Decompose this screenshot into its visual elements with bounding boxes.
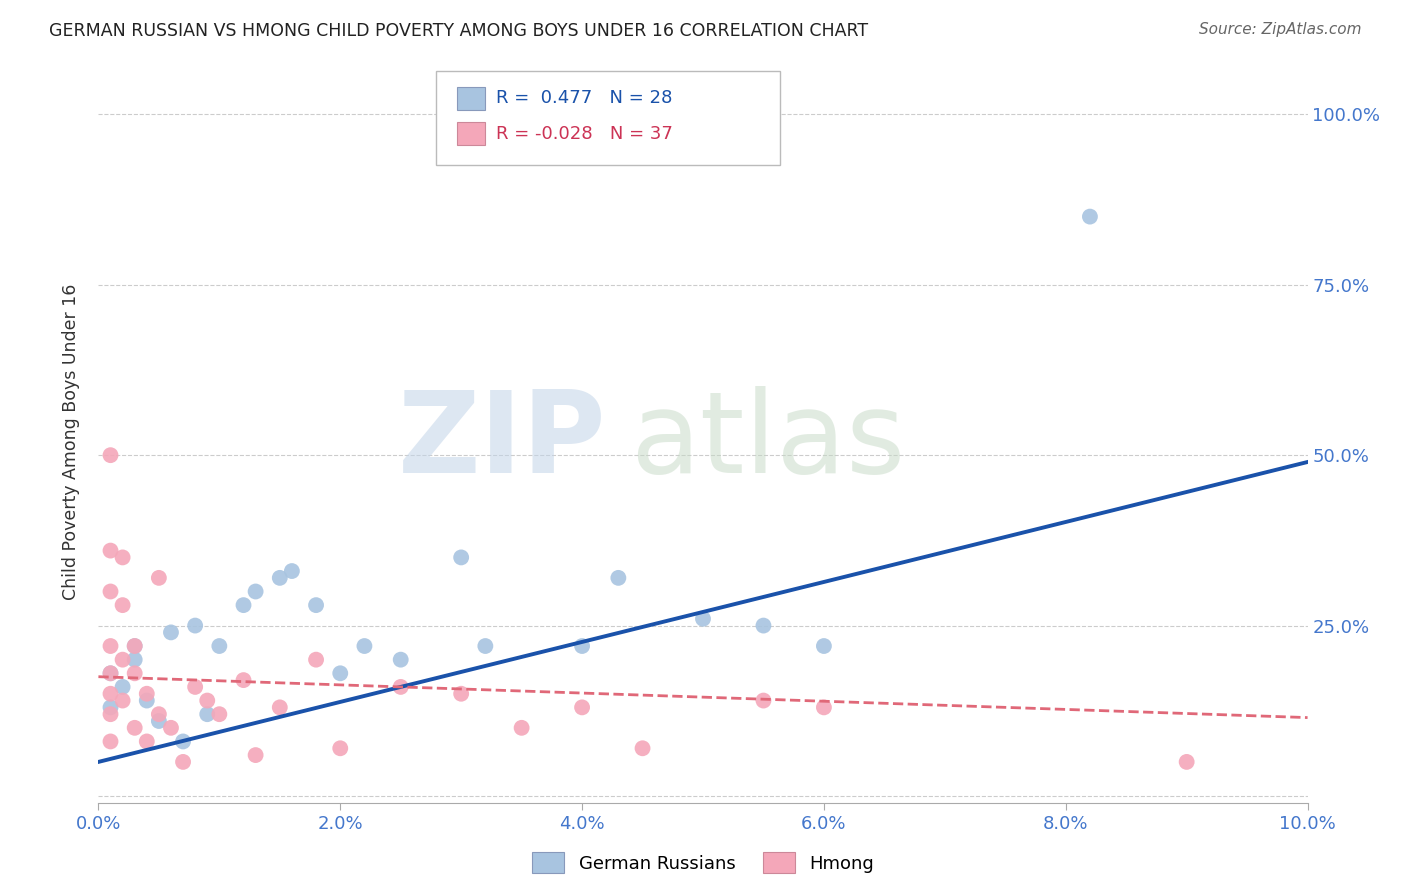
Point — [195, 707, 218, 722]
Point — [184, 680, 207, 694]
Text: atlas: atlas — [630, 386, 905, 497]
Point — [124, 639, 146, 653]
Text: Source: ZipAtlas.com: Source: ZipAtlas.com — [1198, 22, 1361, 37]
Point — [281, 564, 304, 578]
Text: R = -0.028   N = 37: R = -0.028 N = 37 — [496, 125, 673, 143]
Point — [124, 721, 146, 735]
Point — [474, 639, 496, 653]
Point — [389, 680, 412, 694]
Point — [100, 700, 122, 714]
Point — [329, 666, 352, 681]
Point — [100, 584, 122, 599]
Point — [450, 687, 472, 701]
Point — [245, 584, 267, 599]
Point — [329, 741, 352, 756]
Point — [100, 666, 122, 681]
Point — [100, 734, 122, 748]
Point — [269, 700, 291, 714]
Point — [111, 550, 134, 565]
Point — [172, 734, 194, 748]
Point — [160, 721, 183, 735]
Point — [111, 653, 134, 667]
Point — [245, 748, 267, 763]
Point — [148, 714, 170, 728]
Point — [752, 693, 775, 707]
Point — [100, 707, 122, 722]
Point — [111, 598, 134, 612]
Point — [1175, 755, 1198, 769]
Point — [571, 700, 593, 714]
Point — [232, 673, 254, 687]
Point — [752, 618, 775, 632]
Point — [100, 543, 122, 558]
Point — [305, 598, 328, 612]
Point — [195, 693, 218, 707]
Point — [160, 625, 183, 640]
Point — [607, 571, 630, 585]
Point — [111, 693, 134, 707]
Point — [124, 653, 146, 667]
Text: GERMAN RUSSIAN VS HMONG CHILD POVERTY AMONG BOYS UNDER 16 CORRELATION CHART: GERMAN RUSSIAN VS HMONG CHILD POVERTY AM… — [49, 22, 869, 40]
Point — [813, 700, 835, 714]
Point — [353, 639, 375, 653]
Point — [148, 571, 170, 585]
Text: R =  0.477   N = 28: R = 0.477 N = 28 — [496, 89, 672, 107]
Point — [232, 598, 254, 612]
Legend: German Russians, Hmong: German Russians, Hmong — [531, 853, 875, 873]
Point — [305, 653, 328, 667]
Point — [135, 734, 157, 748]
Point — [100, 448, 122, 462]
Point — [631, 741, 654, 756]
Point — [100, 687, 122, 701]
Point — [692, 612, 714, 626]
Point — [450, 550, 472, 565]
Point — [135, 693, 157, 707]
Y-axis label: Child Poverty Among Boys Under 16: Child Poverty Among Boys Under 16 — [62, 284, 80, 599]
Point — [100, 666, 122, 681]
Point — [813, 639, 835, 653]
Point — [208, 707, 231, 722]
Point — [389, 653, 412, 667]
Text: ZIP: ZIP — [398, 386, 606, 497]
Point — [135, 687, 157, 701]
Point — [124, 639, 146, 653]
Point — [172, 755, 194, 769]
Point — [571, 639, 593, 653]
Point — [184, 618, 207, 632]
Point — [208, 639, 231, 653]
Point — [269, 571, 291, 585]
Point — [510, 721, 533, 735]
Point — [124, 666, 146, 681]
Point — [100, 639, 122, 653]
Point — [1078, 210, 1101, 224]
Point — [148, 707, 170, 722]
Point — [111, 680, 134, 694]
